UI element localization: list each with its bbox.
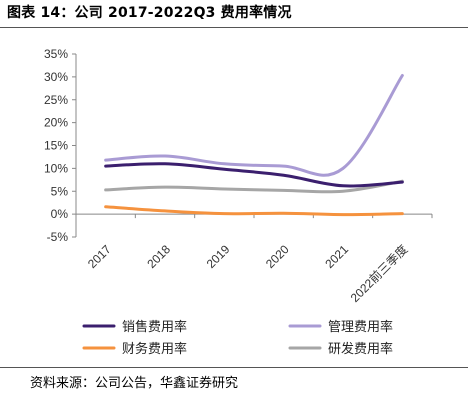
series-line-1 [104,162,404,188]
y-tick-label: 35% [44,47,68,61]
source-note: 资料来源：公司公告，华鑫证券研究 [30,376,239,391]
axis-layer: 35% 30% 25% 20% 15% 10% 5% 0% -5% 2017 2018 2019 202… [44,47,433,305]
series-line-2 [104,74,404,177]
y-tick-label: 30% [44,70,68,84]
series-line-3 [104,205,404,217]
legend-label-2: 管理费用率 [328,319,393,335]
x-tick-label: 2019 [204,242,233,271]
legend-label-4: 研发费用率 [328,341,393,357]
bottom-rule [0,367,468,368]
y-tick-label: 5% [51,184,69,198]
y-tick-label: 20% [44,116,68,130]
x-tick-label: 2020 [263,242,292,271]
y-tick-label: -5% [47,230,69,244]
y-tick-label: 10% [44,161,68,175]
legend-label-3: 财务费用率 [122,341,187,357]
y-tick-label: 15% [44,139,68,153]
x-tick-label: 2021 [322,242,351,271]
series-line-4 [104,179,404,194]
y-tick-label: 0% [51,207,69,221]
y-tick-label: 25% [44,93,68,107]
legend-label-1: 销售费用率 [122,319,187,335]
chart-title: 图表 14：公司 2017-2022Q3 费用率情况 [7,5,292,21]
x-tick-label: 2022前三季度 [347,242,410,305]
top-rule [0,27,468,28]
x-tick-label: 2018 [144,242,173,271]
x-tick-label: 2017 [85,242,114,271]
series-layer [104,74,404,217]
